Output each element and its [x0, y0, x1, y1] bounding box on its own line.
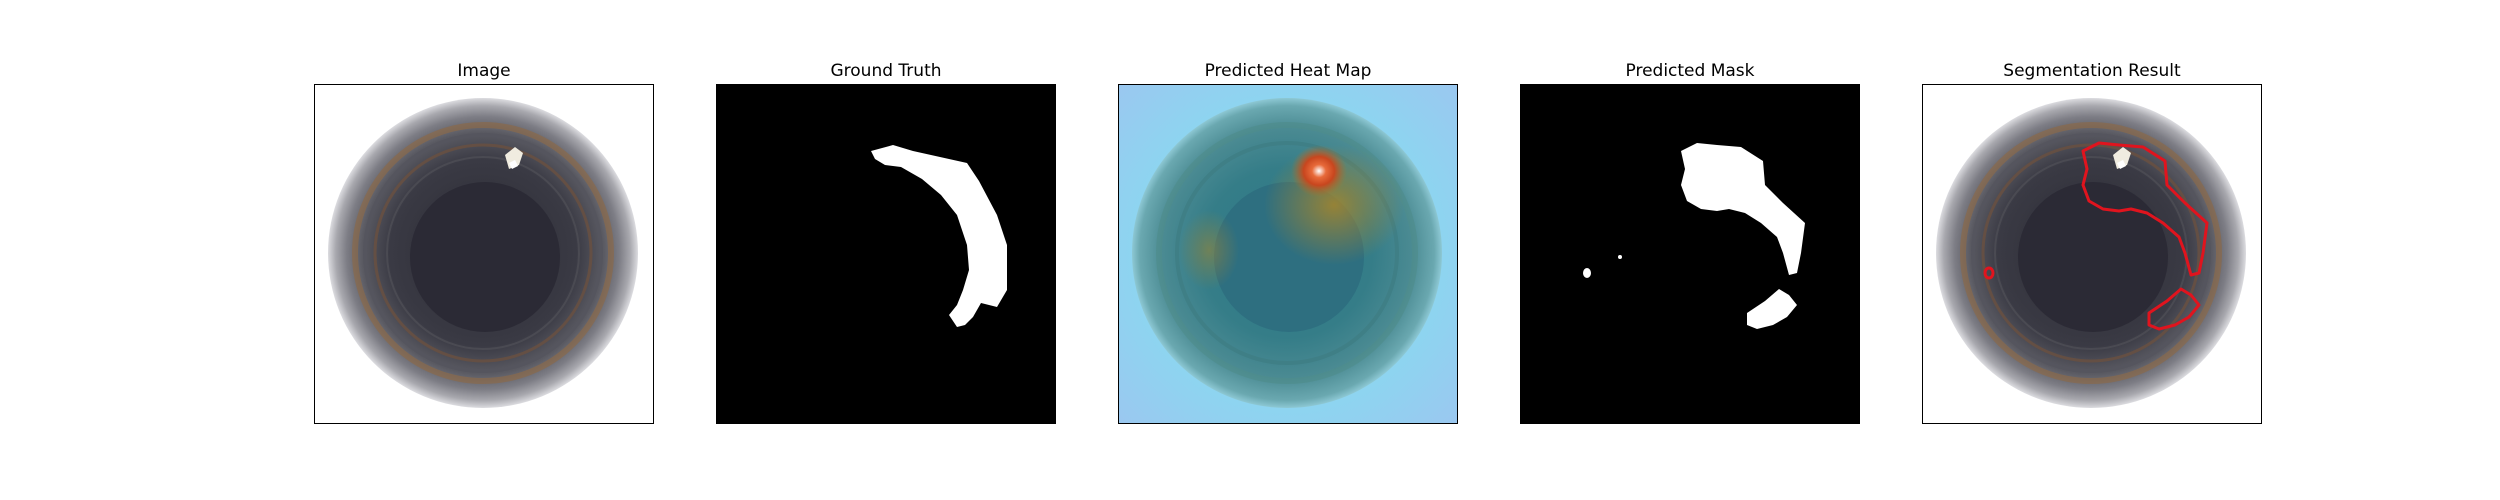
heat-map-image — [1119, 85, 1457, 423]
image-frame — [314, 84, 654, 424]
ground-truth-mask — [717, 85, 1055, 423]
heat-map-frame — [1118, 84, 1458, 424]
panel-title-image: Image — [457, 61, 511, 81]
ground-truth-frame — [716, 84, 1056, 424]
contour-outline — [1983, 141, 2209, 331]
panel-title-ground-truth: Ground Truth — [830, 61, 942, 81]
predicted-mask-image — [1521, 85, 1859, 423]
bearing-photo — [315, 85, 653, 423]
panel-title-segmentation-result: Segmentation Result — [2003, 61, 2181, 81]
segmentation-result-frame — [1922, 84, 2262, 424]
predicted-mask-frame — [1520, 84, 1860, 424]
segmentation-overlay — [1923, 85, 2261, 423]
panel-title-predicted-mask: Predicted Mask — [1625, 61, 1755, 81]
panel-title-heat-map: Predicted Heat Map — [1204, 61, 1372, 81]
